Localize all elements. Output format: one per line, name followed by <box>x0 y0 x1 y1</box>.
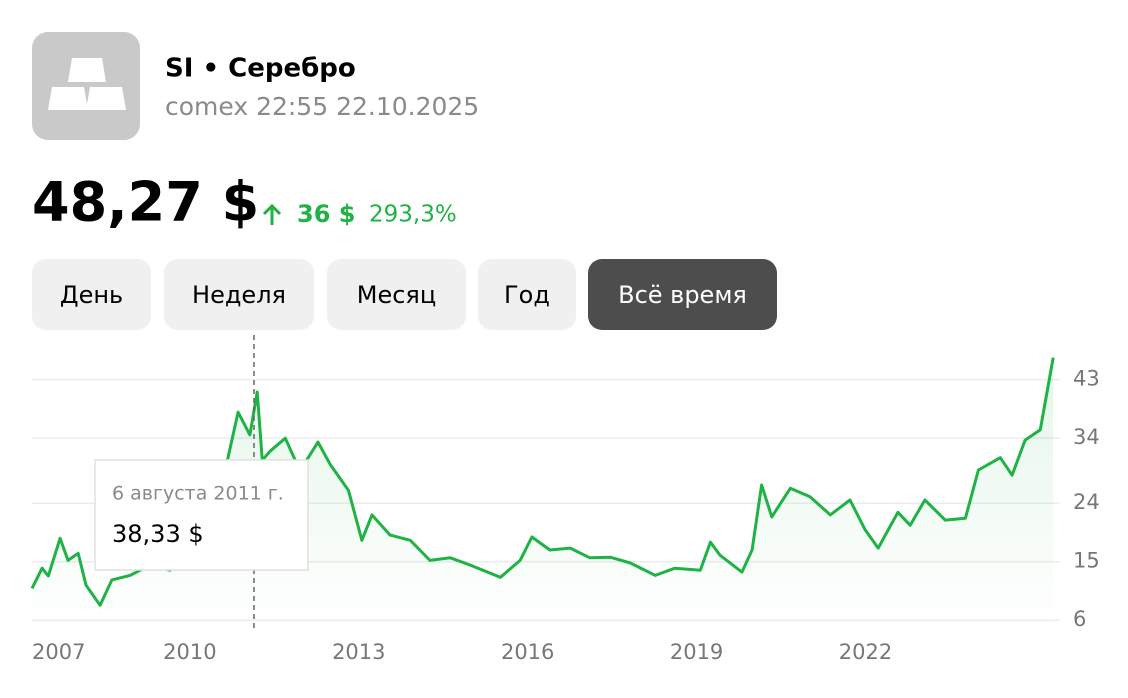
tab-label: Месяц <box>357 281 436 309</box>
tab-label: Всё время <box>618 281 747 309</box>
price-change: 36 $ <box>297 200 355 228</box>
tab-background <box>164 259 314 330</box>
period-tab[interactable]: День <box>32 259 151 330</box>
tab-label: Год <box>504 281 550 309</box>
period-tab[interactable]: Неделя <box>164 259 314 330</box>
asset-icon <box>32 32 140 140</box>
tooltip-box <box>94 459 309 571</box>
tab-background <box>327 259 466 330</box>
tab-background <box>32 259 151 330</box>
y-tick-label: 24 <box>1073 490 1100 514</box>
tab-background <box>478 259 576 330</box>
period-tab[interactable]: Год <box>478 259 576 330</box>
up-arrow <box>262 203 282 225</box>
asset-subtitle: comex 22:55 22.10.2025 <box>165 92 479 121</box>
tooltip: 6 августа 2011 г. 38,33 $ <box>94 459 309 571</box>
period-tab[interactable]: Месяц <box>327 259 466 330</box>
x-tick-label: 2013 <box>332 640 385 664</box>
tab-label: Неделя <box>192 281 286 309</box>
tooltip-value: 38,33 $ <box>112 520 204 548</box>
x-tick-label: 2010 <box>163 640 216 664</box>
asset-title: SI • Серебро <box>165 54 356 84</box>
price: 48,27 $ <box>32 171 259 234</box>
tab-label: День <box>60 281 123 309</box>
x-tick-label: 2016 <box>501 640 554 664</box>
x-tick-label: 2019 <box>670 640 723 664</box>
y-tick-label: 15 <box>1073 549 1100 573</box>
x-tick-label: 2007 <box>32 640 85 664</box>
y-tick-label: 43 <box>1073 367 1100 391</box>
y-tick-label: 34 <box>1073 425 1100 449</box>
period-tabs: День Неделя Месяц Год Всё время <box>32 259 777 330</box>
price-change-percent: 293,3% <box>369 202 457 228</box>
y-tick-label: 6 <box>1073 607 1086 631</box>
tab-background <box>588 259 777 330</box>
tooltip-date: 6 августа 2011 г. <box>112 483 284 505</box>
x-tick-label: 2022 <box>839 640 892 664</box>
period-tab[interactable]: Всё время <box>588 259 777 330</box>
